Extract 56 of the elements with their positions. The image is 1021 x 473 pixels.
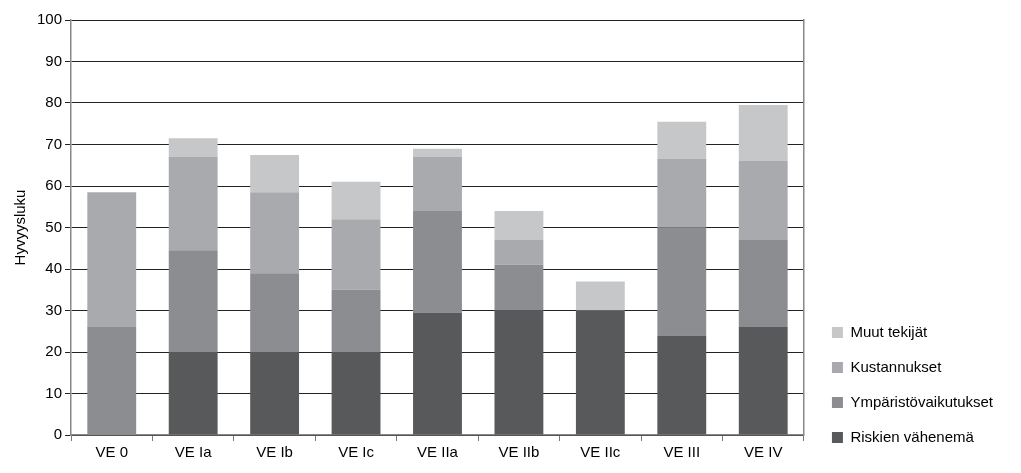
- legend-label: Kustannukset: [850, 357, 943, 375]
- x-tick-label: VE Ib: [256, 443, 293, 461]
- x-tick-label: VE Ia: [174, 443, 213, 461]
- y-tick-label: 50: [45, 217, 63, 235]
- bar: [87, 192, 137, 328]
- bar: [413, 210, 462, 313]
- bar: [413, 312, 462, 435]
- legend-label: Riskien vähenemä: [850, 427, 975, 445]
- bar: [494, 310, 544, 435]
- y-tick-label: 100: [37, 10, 63, 28]
- y-tick-label: 80: [45, 93, 63, 111]
- bar: [657, 335, 707, 435]
- x-tick-label: VE IIc: [580, 443, 621, 461]
- y-tick-label: 10: [45, 383, 63, 401]
- x-tick-label: VE IIb: [498, 443, 540, 461]
- y-tick-label: 40: [45, 259, 63, 277]
- legend-label: Ympäristövaikutukset: [850, 392, 994, 410]
- y-tick-label: 70: [45, 134, 63, 152]
- bar: [168, 138, 218, 157]
- bar: [657, 159, 707, 228]
- bar: [250, 273, 300, 352]
- bar: [413, 148, 462, 157]
- bar: [331, 352, 381, 435]
- bar: [657, 121, 707, 160]
- bar: [657, 227, 707, 336]
- x-tick-label: VE IV: [744, 443, 783, 461]
- bar: [168, 352, 218, 435]
- bar: [331, 289, 381, 352]
- bar: [494, 239, 544, 265]
- bar: [738, 327, 788, 435]
- y-tick-label: 30: [45, 300, 63, 318]
- bar: [331, 219, 381, 290]
- y-tick-label: 20: [45, 342, 63, 360]
- x-tick-label: VE Ic: [338, 443, 375, 461]
- bar: [250, 352, 300, 435]
- legend-label: Muut tekijät: [850, 322, 928, 340]
- bar: [738, 239, 788, 328]
- x-tick-label: VE IIa: [417, 443, 459, 461]
- y-tick-label: 0: [53, 425, 63, 443]
- bar: [494, 264, 544, 311]
- bar: [250, 192, 300, 274]
- x-tick-label: VE III: [663, 443, 701, 461]
- y-tick-label: 90: [45, 51, 63, 69]
- bar: [575, 281, 625, 311]
- bar: [413, 156, 462, 211]
- bar: [250, 154, 300, 193]
- bar: [168, 156, 218, 251]
- bar: [168, 250, 218, 352]
- bar: [575, 310, 625, 435]
- x-tick-label: VE 0: [95, 443, 129, 461]
- bar: [494, 210, 544, 240]
- bar: [331, 181, 381, 220]
- bar: [738, 161, 788, 240]
- y-axis-title: Hyvyysluku: [11, 189, 29, 266]
- y-tick-label: 60: [45, 176, 63, 194]
- bar: [738, 105, 788, 162]
